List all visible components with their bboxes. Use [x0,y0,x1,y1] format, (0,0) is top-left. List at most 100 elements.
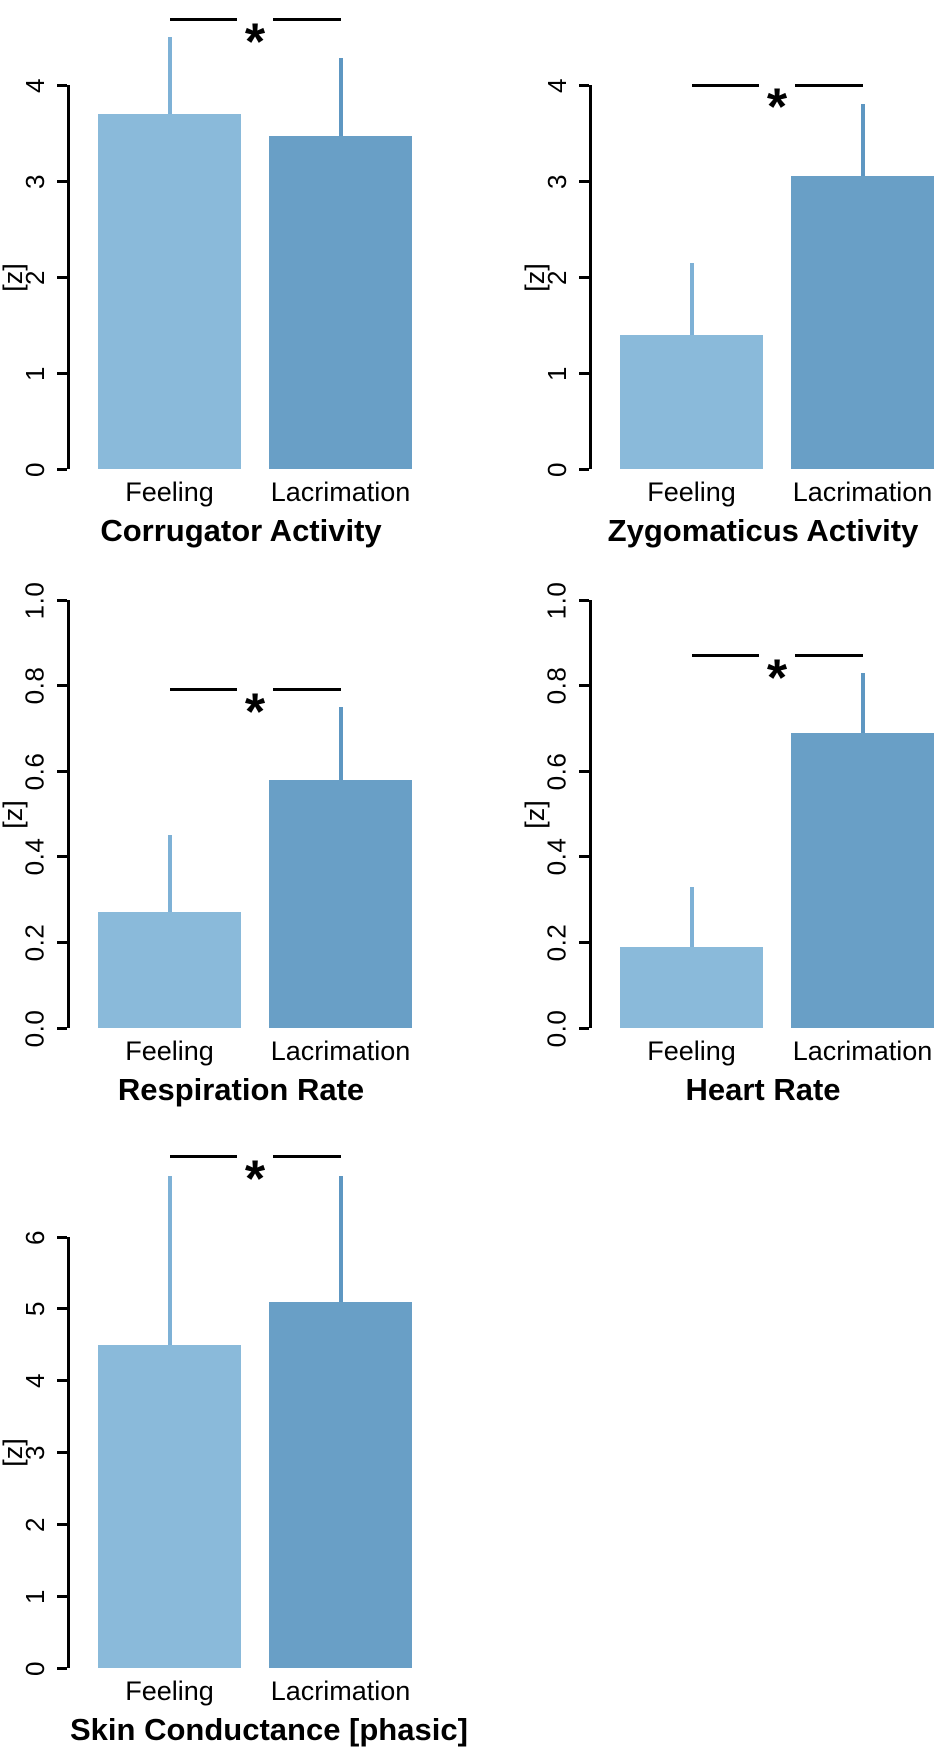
y-tick [579,855,589,859]
error-bar-lacrimation [860,672,865,733]
bar-feeling [98,912,241,1028]
bar-lacrimation [269,135,412,469]
significance-line [169,1155,237,1159]
y-tick-label: 1 [19,365,50,381]
x-category-label: Feeling [125,1036,214,1066]
y-tick-label: 4 [19,1373,50,1389]
y-tick [579,940,589,944]
significance-line [691,83,759,87]
y-tick [57,1379,67,1383]
y-tick [57,275,67,279]
x-category-label: Lacrimation [792,477,933,507]
plot-area: 0 1 2 3 4 Feeling Lacrimation * [542,78,934,507]
chart-panel-skin-conductance-phasic: 0 1 2 3 4 5 6 Feeling Lacrimation * [z] Skin Cond… [0,1105,472,1749]
y-tick [57,1307,67,1311]
x-category-label: Lacrimation [270,477,411,507]
y-tick [579,769,589,773]
y-tick [57,467,67,471]
y-tick-label: 2 [19,1516,50,1532]
significance-line [795,83,863,87]
significance-line [691,654,759,658]
error-bar-lacrimation [338,707,343,780]
y-axis [67,85,70,469]
y-tick-label: 3 [541,173,572,189]
y-axis-label: [z] [0,1438,28,1467]
bar-feeling [620,334,763,469]
y-tick-label: 0.6 [541,752,572,791]
bar-feeling [98,113,241,469]
y-tick-label: 0.4 [541,837,572,876]
chart-panel-respiration-rate: 0.0 0.2 0.4 0.6 0.8 1.0 Feeling Lacrimation * [z… [0,545,472,1107]
plot-area: 0 1 2 3 4 5 6 Feeling Lacrimation * [20,1153,412,1706]
y-tick [57,1026,67,1030]
chart-panel-heart-rate: 0.0 0.2 0.4 0.6 0.8 1.0 Feeling Lacrimation * [z… [472,545,945,1107]
bar-feeling [98,1344,241,1668]
y-tick-label: 0.0 [541,1009,572,1047]
bar-lacrimation [791,732,934,1028]
y-tick-label: 4 [19,77,50,93]
error-bar-lacrimation [338,58,343,136]
chart-title: Zygomaticus Activity [607,513,919,548]
x-category-label: Feeling [647,477,736,507]
y-tick [579,598,589,602]
y-tick-label: 1.0 [19,581,50,619]
x-category-label: Feeling [647,1036,736,1066]
y-tick-label: 4 [541,77,572,93]
y-tick-label: 3 [19,173,50,189]
y-tick [57,598,67,602]
x-category-label: Feeling [125,477,214,507]
x-category-label: Lacrimation [270,1676,411,1706]
y-tick [57,1666,67,1670]
plot-area: 0 1 2 3 4 Feeling Lacrimation * [20,16,412,507]
y-tick-label: 5 [19,1301,50,1317]
y-tick-label: 1 [19,1588,50,1604]
y-axis-label: [z] [519,262,550,292]
chart-title: Skin Conductance [phasic] [70,1712,468,1747]
y-tick-label: 0.2 [541,923,572,962]
error-bar-feeling [167,835,172,913]
error-bar-lacrimation [860,104,865,177]
y-tick [579,371,589,375]
y-tick-label: 0 [541,461,572,477]
chart-panel-zygomaticus-activity: 0 1 2 3 4 Feeling Lacrimation * [z] Zygomaticus… [472,0,945,548]
y-tick [579,179,589,183]
y-tick-label: 1.0 [541,581,572,619]
y-tick [57,684,67,688]
y-tick [57,179,67,183]
error-bar-feeling [167,1175,172,1345]
y-tick [57,83,67,87]
y-tick [579,1026,589,1030]
y-tick-label: 0 [19,1660,50,1676]
y-tick-label: 0.2 [19,923,50,962]
bar-feeling [620,946,763,1028]
y-tick-label: 0 [19,461,50,477]
y-tick [57,769,67,773]
chart-title: Heart Rate [685,1072,841,1107]
bar-lacrimation [269,1301,412,1668]
error-bar-feeling [689,262,694,335]
y-tick [57,1235,67,1239]
bar-lacrimation [269,779,412,1028]
y-tick [57,1522,67,1526]
x-category-label: Lacrimation [270,1036,411,1066]
y-tick [57,855,67,859]
y-tick [57,940,67,944]
y-tick-label: 0.8 [541,666,572,705]
y-tick-label: 0.8 [19,666,50,705]
y-tick [579,275,589,279]
x-category-label: Feeling [125,1676,214,1706]
y-tick [57,1451,67,1454]
y-axis-label: [z] [0,799,28,829]
y-tick-label: 0.6 [19,752,50,791]
y-tick [579,684,589,688]
chart-title: Respiration Rate [117,1072,365,1107]
plot-area: 0.0 0.2 0.4 0.6 0.8 1.0 Feeling Lacrimation * [542,581,934,1066]
error-bar-feeling [167,37,172,114]
significance-line [273,18,341,22]
error-bar-feeling [689,886,694,947]
error-bar-lacrimation [338,1175,343,1302]
y-tick-label: 1 [541,365,572,381]
significance-line [273,1155,341,1159]
y-axis [589,85,592,469]
